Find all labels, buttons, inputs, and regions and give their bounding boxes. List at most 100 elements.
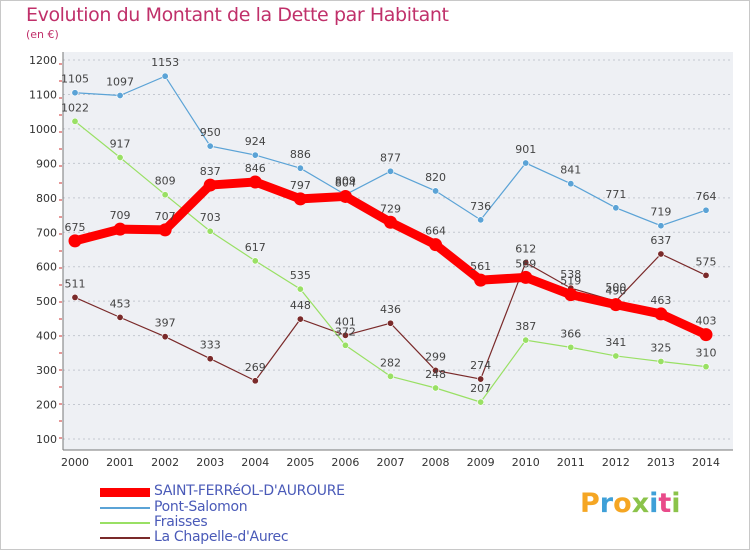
data-label: 729: [380, 202, 401, 215]
data-point: [71, 89, 79, 97]
data-label: 403: [696, 315, 717, 328]
data-label: 719: [650, 206, 671, 219]
data-label: 736: [470, 200, 491, 213]
data-label: 341: [605, 336, 626, 349]
data-point: [522, 336, 530, 344]
data-point: [657, 222, 665, 230]
data-label: 274: [470, 359, 491, 372]
data-point: [71, 117, 79, 125]
data-label: 809: [155, 175, 176, 188]
data-point: [386, 167, 394, 175]
y-tick-label: 1000: [29, 123, 57, 136]
legend-swatch: [100, 537, 150, 539]
data-point: [161, 191, 169, 199]
y-tick-label: 600: [36, 261, 57, 274]
data-label: 299: [425, 350, 446, 363]
data-point: [384, 215, 397, 229]
data-label: 248: [425, 368, 446, 381]
data-point: [657, 250, 665, 258]
logo-letter: x: [631, 488, 650, 519]
x-tick-label: 2000: [61, 456, 89, 469]
data-point: [386, 319, 394, 327]
plot-area: [63, 52, 733, 450]
data-label: 372: [335, 325, 356, 338]
data-label: 924: [245, 135, 266, 148]
data-label: 333: [200, 339, 221, 352]
x-tick-label: 2002: [151, 456, 179, 469]
data-label: 1153: [151, 56, 179, 69]
data-point: [341, 341, 349, 349]
data-point: [71, 293, 79, 301]
data-label: 282: [380, 356, 401, 369]
legend-swatch: [100, 488, 150, 497]
data-point: [702, 363, 710, 371]
data-label: 703: [200, 211, 221, 224]
data-point: [68, 234, 82, 248]
data-point: [612, 352, 620, 360]
data-label: 637: [650, 234, 671, 247]
data-point: [158, 223, 172, 237]
chart-subtitle: (en €): [26, 28, 59, 41]
data-point: [654, 307, 668, 321]
legend-label: La Chapelle-d'Aurec: [154, 529, 289, 545]
y-tick-label: 1200: [29, 54, 57, 67]
data-point: [612, 204, 620, 212]
data-point: [432, 366, 440, 374]
x-tick-label: 2014: [692, 456, 720, 469]
data-point: [522, 259, 530, 267]
y-tick-label: 1100: [29, 88, 57, 101]
data-point: [113, 222, 127, 236]
logo-letter: o: [613, 488, 632, 519]
data-point: [341, 331, 349, 339]
data-point: [206, 142, 214, 150]
data-label: 310: [696, 347, 717, 360]
data-label: 207: [470, 382, 491, 395]
data-label: 519: [560, 275, 581, 288]
data-point: [296, 315, 304, 323]
data-point: [296, 285, 304, 293]
data-point: [567, 343, 575, 351]
x-tick-label: 2012: [602, 456, 630, 469]
data-point: [116, 154, 124, 162]
data-label: 366: [560, 327, 581, 340]
data-label: 901: [515, 143, 536, 156]
data-point: [702, 206, 710, 214]
data-label: 837: [200, 165, 221, 178]
x-tick-label: 2011: [557, 456, 585, 469]
x-tick-label: 2004: [241, 456, 269, 469]
data-point: [251, 377, 259, 385]
data-label: 709: [110, 209, 131, 222]
x-tick-label: 2010: [512, 456, 540, 469]
data-point: [386, 372, 394, 380]
data-label: 804: [335, 176, 356, 189]
data-label: 707: [155, 210, 176, 223]
data-point: [116, 313, 124, 321]
data-label: 1022: [61, 101, 89, 114]
data-point: [474, 273, 488, 287]
logo-letter: i: [671, 488, 681, 519]
x-tick-label: 2005: [286, 456, 314, 469]
data-label: 453: [110, 297, 131, 310]
y-tick-label: 800: [36, 192, 57, 205]
y-tick-label: 300: [36, 364, 57, 377]
data-point: [657, 357, 665, 365]
data-label: 846: [245, 162, 266, 175]
logo-letter: i: [649, 488, 659, 519]
data-point: [206, 227, 214, 235]
data-label: 269: [245, 361, 266, 374]
data-label: 841: [560, 164, 581, 177]
data-label: 538: [560, 268, 581, 281]
legend-swatch: [100, 507, 150, 509]
data-label: 401: [335, 315, 356, 328]
data-label: 809: [335, 175, 356, 188]
x-tick-label: 2009: [467, 456, 495, 469]
data-point: [477, 375, 485, 383]
legend-label: Pont-Salomon: [154, 499, 248, 515]
y-tick-label: 500: [36, 295, 57, 308]
logo-letter: t: [658, 488, 672, 519]
data-point: [432, 187, 440, 195]
data-label: 771: [605, 188, 626, 201]
x-tick-label: 2003: [196, 456, 224, 469]
data-label: 463: [650, 294, 671, 307]
